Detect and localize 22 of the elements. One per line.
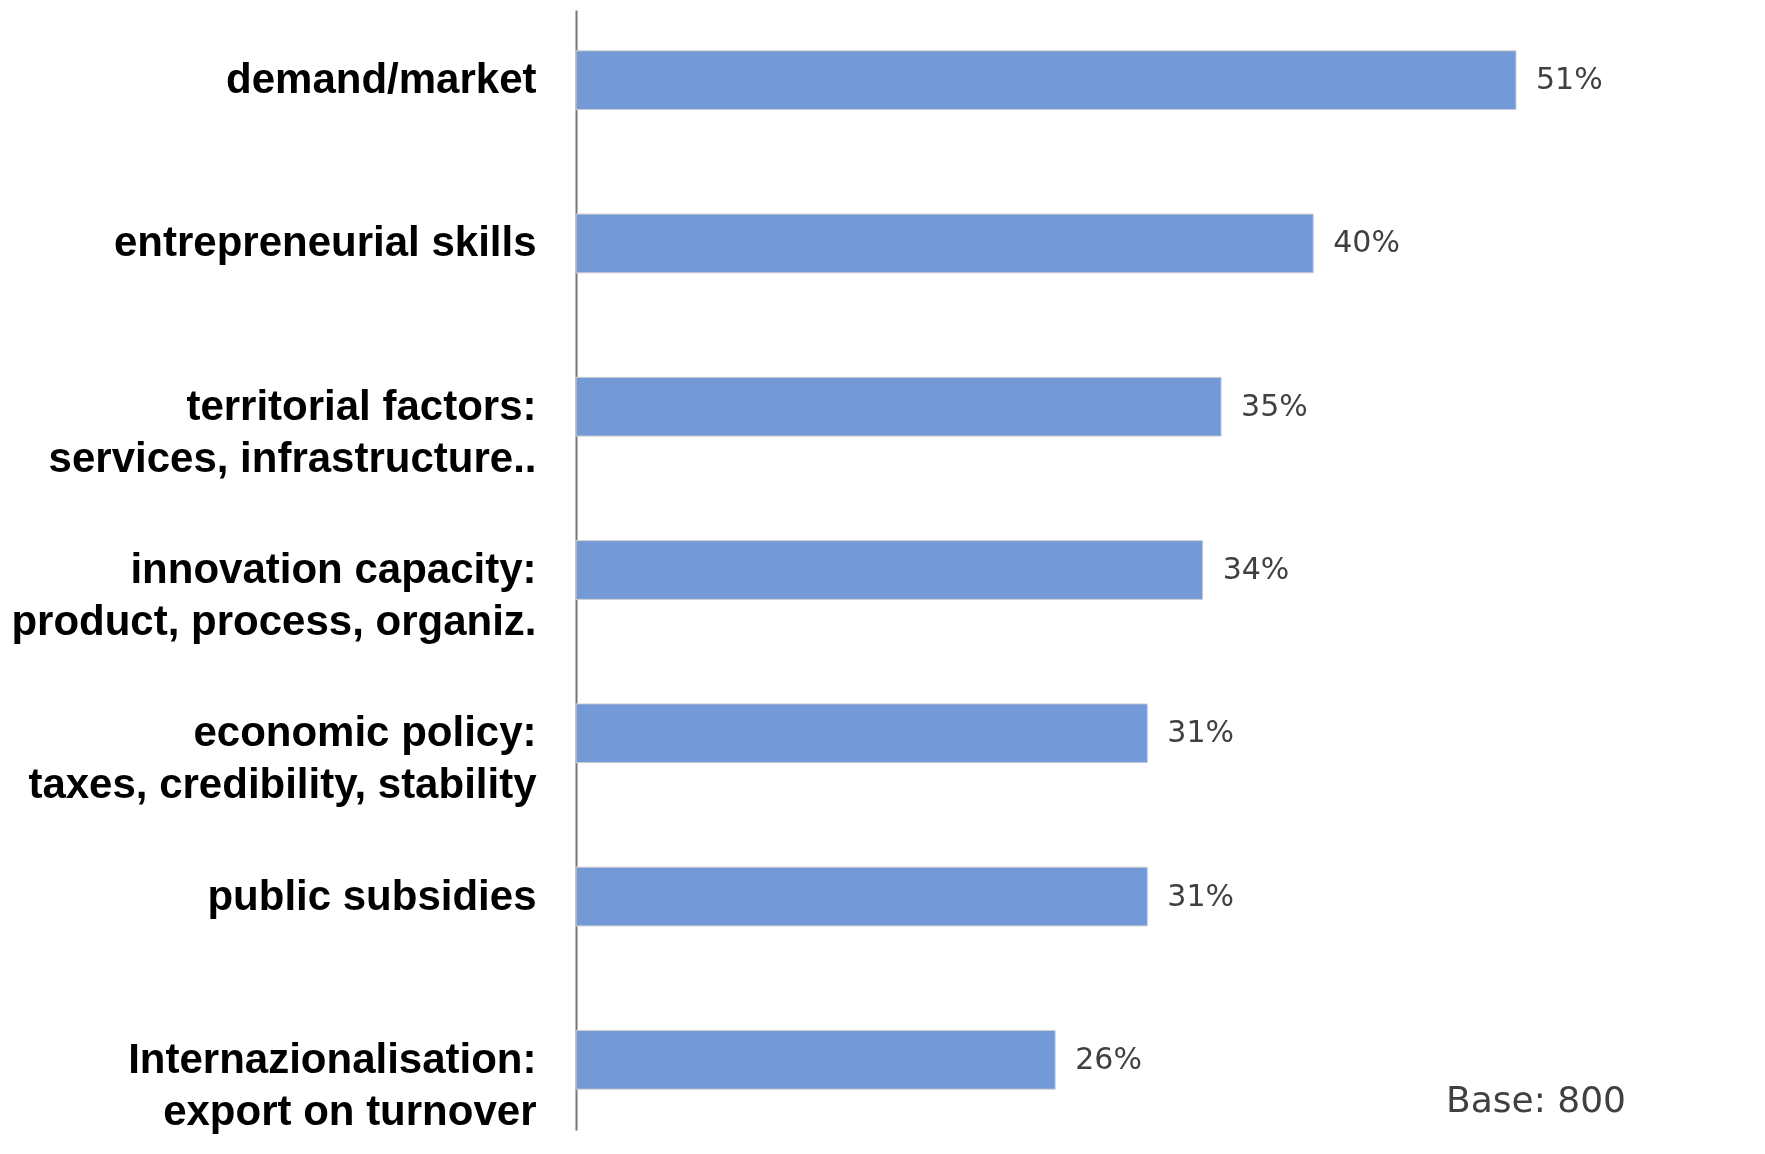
annotation: Base: 800 — [1446, 1079, 1626, 1120]
bar — [575, 866, 1148, 927]
bar — [575, 703, 1148, 764]
y-tick-label: territorial factors: services, infrastructure.. — [48, 381, 537, 481]
bar — [575, 213, 1314, 274]
data-label: 34% — [1222, 551, 1290, 586]
bar — [575, 50, 1517, 111]
data-label: 35% — [1241, 387, 1308, 423]
data-label: 31% — [1167, 877, 1235, 913]
bar — [575, 540, 1204, 600]
y-tick-label: demand/market — [226, 55, 537, 103]
y-tick-label: public subsidies — [207, 871, 537, 919]
y-tick-label: economic policy: taxes, credibility, stability — [28, 708, 538, 808]
data-label: 51% — [1536, 61, 1603, 97]
y-tick-label: entrepreneurial skills — [113, 218, 537, 266]
data-label: 26% — [1075, 1040, 1142, 1076]
data-label: 31% — [1167, 714, 1235, 750]
y-tick-label: innovation capacity: product, process, organiz. — [11, 545, 537, 644]
data-label: 40% — [1333, 224, 1400, 260]
bar — [575, 1029, 1056, 1090]
bar — [575, 376, 1222, 437]
y-tick-label: Internazionalisation: export on turnover — [128, 1034, 537, 1134]
